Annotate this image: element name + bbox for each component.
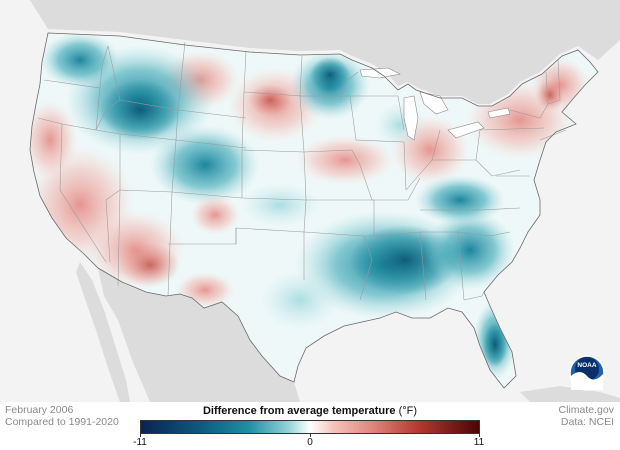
date-label: February 2006 bbox=[5, 404, 74, 416]
legend-tick-min bbox=[140, 434, 141, 437]
anomaly-map: NOAA bbox=[0, 0, 620, 402]
canada-landmass bbox=[0, 0, 620, 104]
state-borders bbox=[37, 41, 567, 301]
source-site: Climate.gov bbox=[558, 404, 614, 416]
legend-color-bar bbox=[140, 420, 480, 434]
noaa-logo-wave bbox=[571, 372, 603, 390]
legend-tick-max bbox=[479, 434, 480, 437]
noaa-logo-text: NOAA bbox=[577, 362, 596, 369]
legend-max-label: 11 bbox=[473, 437, 485, 448]
legend-tick-mid bbox=[310, 434, 311, 437]
map-panel: NOAA bbox=[0, 0, 620, 402]
source-data: Data: NCEI bbox=[560, 416, 614, 428]
legend-mid-label: 0 bbox=[307, 437, 313, 448]
mexico-landmass bbox=[98, 268, 300, 402]
baja-peninsula bbox=[76, 262, 130, 402]
date-caption: February 2006 Compared to 1991-2020 bbox=[5, 404, 119, 428]
legend-title-text: Difference from average temperature bbox=[202, 405, 396, 417]
cuba-island bbox=[520, 386, 620, 402]
noaa-logo: NOAA bbox=[569, 355, 605, 391]
us-coastline bbox=[29, 32, 599, 389]
source-caption: Climate.gov Data: NCEI bbox=[559, 404, 614, 428]
footer: February 2006 Compared to 1991-2020 Diff… bbox=[0, 402, 620, 450]
legend-unit: (°F) bbox=[398, 405, 418, 417]
legend-title: Difference from average temperature (°F) bbox=[140, 405, 480, 417]
legend-min-label: -11 bbox=[133, 437, 147, 448]
baseline-label: Compared to 1991-2020 bbox=[5, 416, 119, 428]
